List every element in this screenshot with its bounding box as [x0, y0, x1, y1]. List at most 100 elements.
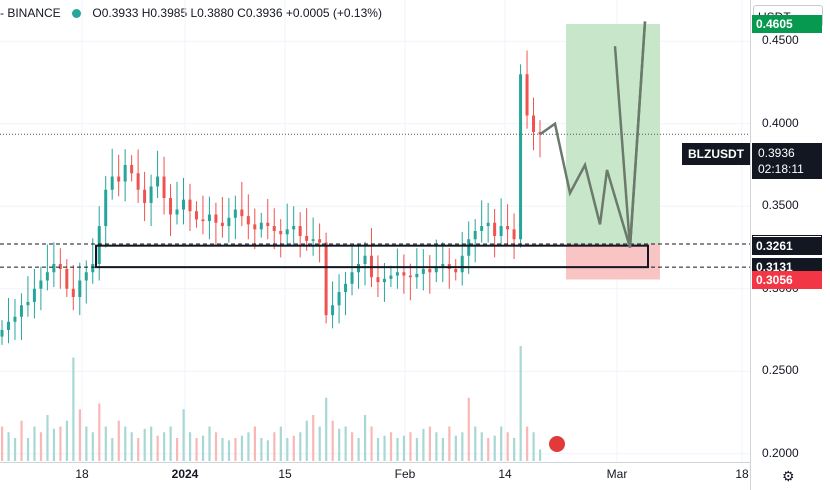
candle-body: [78, 280, 82, 297]
volume-bar: [331, 420, 334, 461]
chart-legend: - BINANCE O0.3933 H0.3985 L0.3880 C0.393…: [0, 6, 382, 20]
volume-bar: [338, 428, 341, 461]
candle: [311, 217, 315, 256]
volume-bar: [214, 432, 218, 461]
candle: [194, 201, 198, 228]
candle-body: [201, 219, 205, 222]
candle: [207, 196, 211, 240]
candle-body: [143, 189, 147, 203]
volume-bar: [91, 432, 94, 461]
candle-body: [240, 209, 244, 217]
candle-body: [331, 305, 335, 316]
candle: [259, 212, 263, 238]
volume-bar: [234, 438, 237, 461]
candle: [298, 212, 302, 258]
candle-body: [52, 264, 56, 273]
volume-bar: [195, 438, 198, 461]
volume-bar: [26, 438, 30, 461]
candle-body: [344, 283, 348, 293]
candle: [369, 228, 373, 288]
candle: [181, 177, 185, 225]
volume-bar: [273, 432, 276, 461]
candle: [233, 195, 237, 240]
volume-bar: [78, 409, 81, 461]
candle-body: [454, 268, 458, 273]
volume-bar: [409, 432, 412, 461]
volume-bar: [98, 403, 101, 461]
candle: [292, 206, 296, 246]
candle-body: [525, 74, 529, 116]
price-tick: 0.2500: [762, 363, 799, 378]
candle-body: [58, 264, 62, 269]
candle: [136, 149, 140, 203]
candle: [175, 181, 179, 225]
candle-body: [473, 231, 477, 240]
candle-body: [45, 272, 49, 281]
volume-bar: [221, 438, 224, 461]
settings-gear-icon[interactable]: ⚙: [782, 468, 795, 484]
volume-bar: [376, 438, 380, 461]
price-label: 0.3261: [752, 236, 822, 255]
volume-bar: [532, 432, 535, 461]
position-zones: [566, 23, 660, 280]
candle-body: [532, 115, 536, 132]
price-chart[interactable]: [0, 0, 750, 462]
candle: [214, 202, 218, 246]
time-tick: 15: [278, 467, 292, 481]
volume-bar: [526, 426, 529, 461]
candle: [149, 174, 153, 227]
candle: [285, 203, 289, 246]
volume-bar: [383, 435, 386, 461]
volume-bar: [454, 435, 457, 461]
candle: [52, 242, 56, 288]
candle: [143, 171, 147, 222]
volume-bar: [72, 357, 75, 461]
volume-bar: [156, 435, 159, 461]
time-axis[interactable]: [0, 462, 750, 490]
price-tick: 0.4000: [762, 115, 799, 130]
candle: [344, 271, 348, 316]
projection-path: [539, 21, 647, 248]
candle: [104, 175, 108, 248]
candle-body: [117, 176, 121, 182]
time-tick: Feb: [394, 467, 416, 481]
time-tick: 18: [735, 467, 749, 481]
volume-bar: [163, 432, 166, 461]
volume-bar: [130, 432, 133, 461]
volume-bar: [169, 426, 172, 461]
candle-body: [84, 272, 88, 281]
candle: [428, 255, 432, 294]
candle-body: [162, 176, 166, 198]
projection-arrowhead: [613, 21, 647, 248]
volume-bar: [363, 415, 367, 461]
market-open-icon: [72, 9, 82, 18]
candle: [253, 208, 257, 250]
candle-body: [311, 239, 315, 241]
candle-body: [318, 239, 322, 243]
candle: [447, 248, 451, 289]
candle: [130, 155, 134, 182]
current-price-box: 0.3936 02:18:11: [752, 143, 822, 179]
candle-body: [363, 255, 367, 264]
exchange-label: - BINANCE: [0, 6, 61, 20]
volume-bar: [299, 432, 302, 461]
volume-bar: [150, 426, 153, 461]
volume-bar: [344, 426, 347, 461]
price-axis[interactable]: [750, 0, 830, 490]
volume-bar: [318, 426, 321, 461]
volume-bar: [500, 426, 503, 461]
candle: [156, 150, 160, 198]
volume-bars: [1, 346, 542, 461]
volume-bar: [137, 438, 140, 461]
us-flag-icon[interactable]: [549, 436, 565, 452]
price-tick: 0.4500: [762, 33, 799, 48]
volume-bar: [415, 438, 419, 461]
candle-body: [207, 214, 211, 222]
candle: [363, 241, 367, 286]
candle: [519, 64, 523, 248]
candle: [26, 276, 30, 317]
volume-bar: [506, 432, 509, 461]
candle: [473, 219, 477, 263]
time-tick: 18: [75, 467, 89, 481]
volume-bar: [266, 440, 269, 461]
